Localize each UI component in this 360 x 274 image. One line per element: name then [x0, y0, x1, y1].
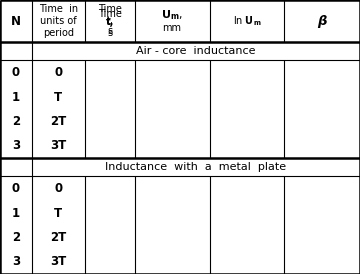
- Text: 2T: 2T: [50, 115, 67, 128]
- Text: 2T: 2T: [50, 231, 67, 244]
- Text: t,: t,: [105, 17, 114, 27]
- Text: 0: 0: [54, 182, 62, 195]
- Text: N: N: [11, 15, 21, 27]
- Text: $\mathbf{U}_{\mathbf{m}}$,: $\mathbf{U}_{\mathbf{m}}$,: [161, 8, 183, 22]
- Text: 3T: 3T: [50, 139, 67, 152]
- Text: 0: 0: [12, 66, 20, 79]
- Text: Time
t,
s: Time t, s: [98, 4, 122, 38]
- Text: 0: 0: [54, 66, 62, 79]
- Text: 1: 1: [12, 90, 20, 104]
- Text: 3T: 3T: [50, 255, 67, 268]
- Text: s: s: [107, 26, 112, 36]
- Text: 2: 2: [12, 231, 20, 244]
- Text: mm: mm: [163, 23, 181, 33]
- Text: $\boldsymbol{\beta}$: $\boldsymbol{\beta}$: [317, 13, 328, 30]
- Text: T: T: [54, 207, 62, 219]
- Text: 2: 2: [12, 115, 20, 128]
- Text: Inductance  with  a  metal  plate: Inductance with a metal plate: [105, 162, 287, 172]
- Text: Time: Time: [98, 9, 122, 19]
- Text: ln $\mathbf{U}_{\mathbf{m}}$: ln $\mathbf{U}_{\mathbf{m}}$: [233, 14, 261, 28]
- Text: 3: 3: [12, 139, 20, 152]
- Text: 1: 1: [12, 207, 20, 219]
- Text: Air - core  inductance: Air - core inductance: [136, 46, 256, 56]
- Text: T: T: [54, 90, 62, 104]
- Text: Time  in
units of
period: Time in units of period: [39, 4, 78, 38]
- Text: 0: 0: [12, 182, 20, 195]
- Text: 3: 3: [12, 255, 20, 268]
